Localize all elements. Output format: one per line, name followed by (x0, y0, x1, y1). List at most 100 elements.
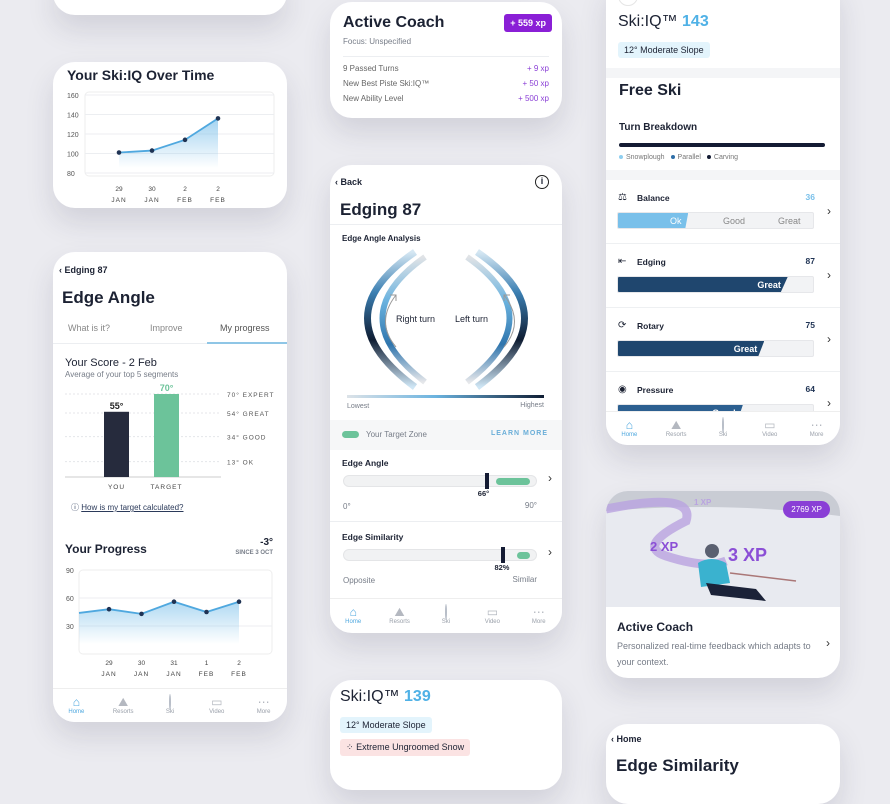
target-zone-swatch (342, 431, 359, 438)
video-icon: ▭ (764, 418, 776, 432)
plot-area (78, 569, 273, 655)
target-info-link[interactable]: ⓘ How is my target calculated? (71, 503, 184, 512)
chevron-right-icon[interactable]: › (548, 545, 552, 559)
skiiq-heading: Ski:IQ™ 139 (340, 688, 431, 706)
top-circle-button[interactable] (618, 0, 638, 6)
ski-record-icon (721, 417, 724, 433)
nav-video[interactable]: ▭Video (197, 0, 237, 8)
turn-breakdown-title: Turn Breakdown (619, 122, 698, 133)
chevron-right-icon[interactable]: › (827, 268, 831, 282)
nav-resorts[interactable]: ⛰Resorts (380, 605, 420, 632)
xp-total-badge: 2769 XP (783, 501, 830, 518)
nav-home[interactable]: ⌂Home (56, 0, 96, 8)
y-tick-label: 120 (67, 132, 79, 139)
nav-more[interactable]: ⋯More (244, 0, 284, 8)
nav-more[interactable]: ⋯More (244, 695, 284, 722)
mountain-icon: ⛰ (118, 695, 129, 709)
nav-resorts[interactable]: ⛰Resorts (103, 0, 143, 8)
score-subtitle: Average of your top 5 segments (65, 370, 179, 379)
slider-track[interactable] (343, 547, 537, 563)
data-point (171, 599, 177, 605)
metric-score: 87 (805, 256, 815, 266)
legend-dot (706, 155, 711, 160)
metric-row-edging[interactable]: ⇤ Edging 87 Great › (606, 244, 840, 308)
home-icon: ⌂ (72, 695, 81, 709)
left-turn-arrow-icon (503, 294, 515, 348)
video-icon: ▭ (486, 605, 499, 619)
nav-ski[interactable]: Ski (150, 694, 190, 722)
nav-label: Video (762, 432, 778, 438)
left-turn-inner-arc (465, 254, 513, 385)
nav-ski[interactable]: Ski (703, 417, 743, 445)
chevron-right-icon[interactable]: › (827, 204, 831, 218)
nav-home[interactable]: ⌂Home (333, 605, 373, 632)
metric-row-balance[interactable]: ⚖ Balance 36 Ok Good Great › (606, 180, 840, 244)
xp-row-label: New Best Piste Ski:IQ™ (343, 79, 430, 88)
target-zone-label: Your Target Zone (366, 430, 427, 439)
nav-label: Ski (441, 619, 451, 625)
home-icon: ⌂ (625, 418, 634, 432)
nav-ski[interactable]: Ski (150, 0, 190, 8)
bar-category-label: TARGET (151, 484, 183, 490)
x-tick-label: JAN (134, 671, 149, 678)
nav-home[interactable]: ⌂Home (56, 695, 96, 722)
mountain-icon: ⛰ (394, 605, 405, 619)
chevron-right-icon[interactable]: › (826, 636, 830, 650)
nav-resorts[interactable]: ⛰Resorts (103, 695, 143, 722)
back-label: Home (616, 734, 642, 744)
turn-breakdown-bar (619, 143, 825, 147)
analysis-title: Edge Angle Analysis (342, 234, 421, 243)
edge-similarity-section[interactable]: Edge Similarity 82% Opposite Similar › (330, 529, 562, 593)
nav-more[interactable]: ⋯More (797, 418, 837, 445)
free-ski-title: Free Ski (619, 82, 682, 99)
info-icon[interactable]: i (535, 175, 549, 189)
tab-what-is-it[interactable]: What is it? (68, 323, 111, 333)
nav-video[interactable]: ▭Video (197, 695, 237, 722)
data-point (149, 148, 155, 153)
x-tick-label: 2 (216, 186, 220, 193)
nav-label: Home (68, 709, 85, 715)
metric-bar-fill (618, 277, 788, 292)
snow-icon: ⁘ (346, 742, 354, 752)
active-coach-promo-card[interactable]: 1 XP 2 XP 3 XP 2769 XP Active Coach Pers… (606, 491, 840, 678)
slope-chip: 12° Moderate Slope (340, 717, 432, 733)
chevron-right-icon[interactable]: › (827, 332, 831, 346)
ski-record-icon (444, 604, 447, 620)
level-label: 70° EXPERT (227, 391, 275, 399)
nav-label: More (256, 709, 271, 715)
slider-track[interactable] (343, 473, 537, 489)
area-fill (119, 118, 218, 168)
nav-more[interactable]: ⋯More (519, 605, 559, 632)
back-button[interactable]: ‹ Back (335, 177, 363, 187)
legend-dot (670, 155, 675, 160)
nav-ski[interactable]: Ski (426, 604, 466, 632)
edge-angle-section[interactable]: Edge Angle 66° 0° 90° › (330, 455, 562, 519)
data-point (116, 150, 122, 155)
back-button[interactable]: ‹ Home (611, 734, 642, 744)
left-turn-outer-arc (474, 249, 528, 390)
x-tick-label: JAN (101, 671, 116, 678)
learn-more-link[interactable]: LEARN MORE (490, 430, 548, 437)
nav-home[interactable]: ⌂Home (609, 418, 649, 445)
tab-improve[interactable]: Improve (150, 323, 183, 333)
metric-row-rotary[interactable]: ⟳ Rotary 75 Great › (606, 308, 840, 372)
nav-video[interactable]: ▭Video (472, 605, 512, 632)
metric-name: Rotary (637, 321, 664, 331)
chevron-right-icon[interactable]: › (827, 396, 831, 410)
skiiq-label: Ski:IQ™ (618, 13, 678, 30)
legend-item: Parallel (670, 154, 701, 161)
target-zone-range (517, 552, 530, 559)
metric-bar: Great (617, 276, 814, 293)
xp-row-value: + 500 xp (518, 94, 549, 103)
nav-resorts[interactable]: ⛰Resorts (656, 418, 696, 445)
metric-score: 36 (805, 192, 815, 202)
nav-video[interactable]: ▭Video (750, 418, 790, 445)
more-icon: ⋯ (810, 418, 823, 432)
tab-my-progress[interactable]: My progress (220, 323, 270, 333)
back-button[interactable]: ‹ Edging 87 (59, 265, 108, 275)
score-bar-chart: 70° EXPERT 54° GREAT 34° GOOD 13° OK 55° YOU 7… (65, 383, 275, 490)
left-turn-label: Left turn (455, 314, 489, 324)
max-label: 90° (524, 501, 537, 510)
chevron-right-icon[interactable]: › (548, 471, 552, 485)
slider-title: Edge Similarity (342, 532, 404, 542)
